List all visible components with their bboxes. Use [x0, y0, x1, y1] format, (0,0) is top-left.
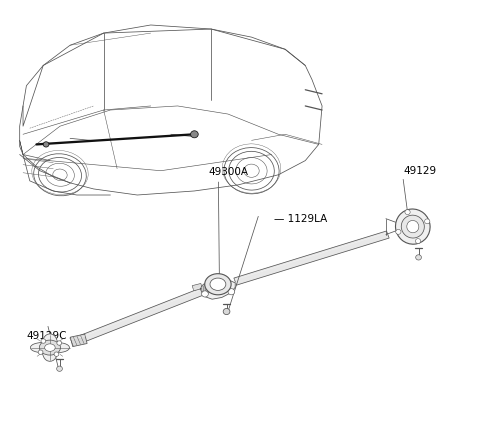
- Ellipse shape: [210, 278, 226, 290]
- Circle shape: [38, 350, 43, 354]
- Circle shape: [43, 142, 49, 147]
- Polygon shape: [78, 287, 206, 343]
- Circle shape: [57, 341, 61, 345]
- Circle shape: [54, 352, 59, 356]
- Circle shape: [223, 308, 230, 315]
- Text: 49300A: 49300A: [208, 167, 248, 177]
- Ellipse shape: [205, 284, 211, 293]
- Circle shape: [228, 289, 235, 295]
- Polygon shape: [200, 280, 235, 299]
- Ellipse shape: [204, 284, 209, 293]
- Ellipse shape: [401, 215, 424, 238]
- Circle shape: [425, 219, 430, 224]
- Polygon shape: [71, 334, 87, 347]
- Circle shape: [191, 131, 198, 138]
- Text: 49129C: 49129C: [26, 331, 67, 341]
- Ellipse shape: [202, 284, 207, 293]
- Circle shape: [405, 210, 410, 215]
- Circle shape: [415, 238, 420, 243]
- Text: — 1129LA: — 1129LA: [274, 214, 327, 224]
- Text: 49129: 49129: [403, 166, 437, 176]
- Ellipse shape: [205, 274, 231, 295]
- Circle shape: [57, 366, 62, 371]
- Polygon shape: [192, 283, 203, 291]
- Ellipse shape: [39, 340, 60, 355]
- Ellipse shape: [407, 220, 419, 233]
- Ellipse shape: [45, 344, 55, 351]
- Circle shape: [202, 291, 208, 297]
- Circle shape: [416, 255, 421, 260]
- Polygon shape: [234, 231, 389, 285]
- Polygon shape: [30, 334, 70, 361]
- Ellipse shape: [396, 209, 430, 244]
- Circle shape: [396, 229, 401, 234]
- Circle shape: [41, 339, 46, 343]
